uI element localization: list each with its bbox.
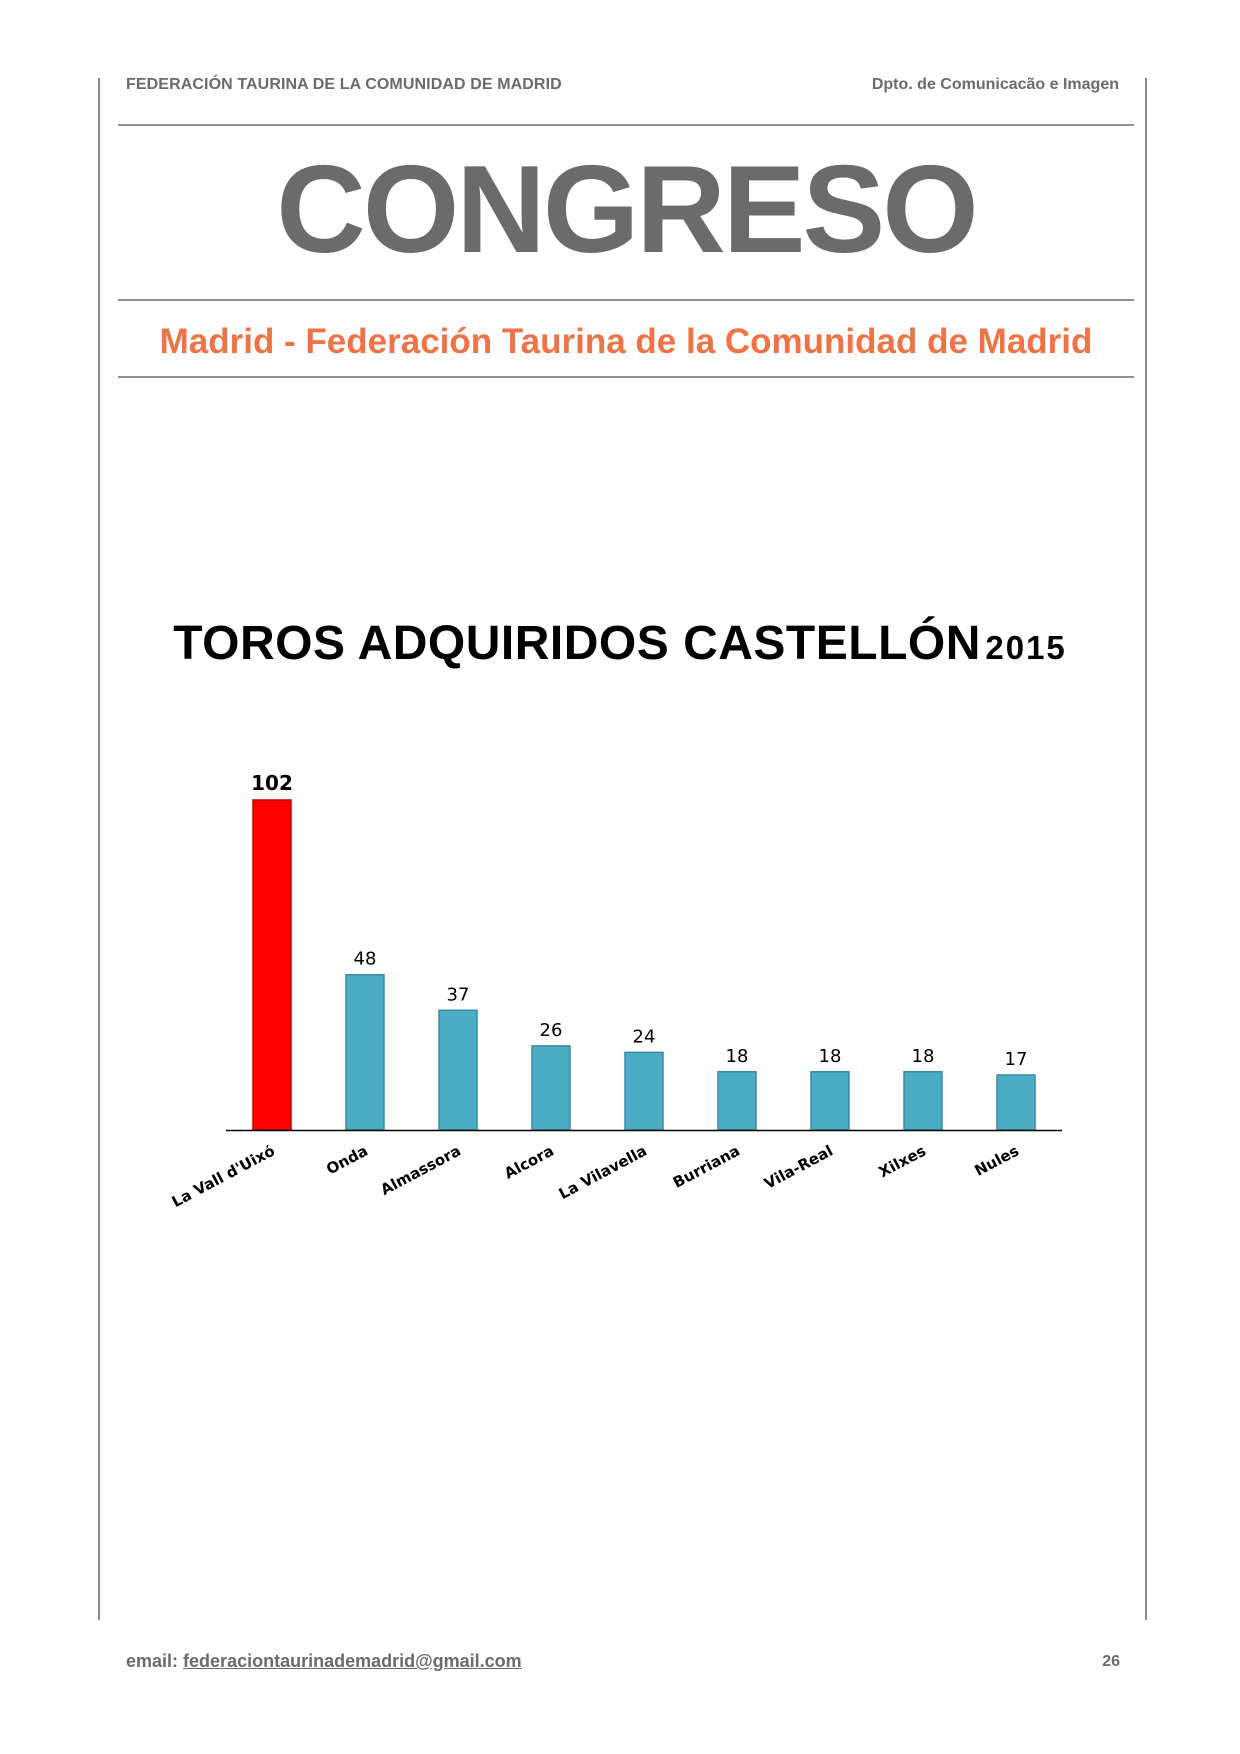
chart-title-year: 2015: [985, 629, 1067, 666]
bar-3: [438, 1009, 478, 1131]
page-title: CONGRESO: [276, 141, 978, 279]
email-link[interactable]: federaciontaurinademadrid@gmail.com: [183, 1651, 522, 1671]
bar-4: [531, 1045, 571, 1131]
bar-9: [996, 1074, 1036, 1131]
header-organization: FEDERACIÓN TAURINA DE LA COMUNIDAD DE MA…: [126, 76, 562, 93]
chart-title-main: TOROS ADQUIRIDOS CASTELLÓN: [173, 617, 981, 670]
divider-middle: [118, 299, 1134, 301]
category-label-5: La Vilavella: [556, 1142, 650, 1203]
page-number: 26: [1102, 1653, 1120, 1670]
footer-contact: email: federaciontaurinademadrid@gmail.c…: [126, 1651, 522, 1672]
value-label-6: 18: [726, 1046, 749, 1067]
value-label-1: 102: [251, 771, 293, 795]
bar-2: [345, 973, 385, 1131]
value-label-2: 48: [354, 949, 377, 970]
value-label-9: 17: [1005, 1049, 1028, 1070]
left-margin-rule: [98, 78, 100, 1620]
category-label-4: Alcora: [501, 1142, 557, 1183]
value-label-7: 18: [819, 1046, 842, 1067]
bar-7: [810, 1071, 850, 1131]
value-label-8: 18: [912, 1046, 935, 1067]
header-department: Dpto. de Comunicacão e Imagen: [871, 76, 1119, 93]
bar-5: [624, 1051, 664, 1131]
chart-title: TOROS ADQUIRIDOS CASTELLÓN 2015: [0, 616, 1240, 671]
right-margin-rule: [1145, 78, 1147, 1620]
email-label: email:: [126, 1651, 179, 1671]
category-label-1: La Vall d'Uixó: [169, 1142, 278, 1211]
divider-bottom: [118, 376, 1134, 378]
category-label-3: Almassora: [378, 1142, 464, 1199]
value-label-4: 26: [540, 1020, 563, 1041]
bar-8: [903, 1071, 943, 1131]
category-label-6: Burriana: [670, 1142, 743, 1192]
value-label-3: 37: [447, 984, 470, 1005]
divider-top: [118, 124, 1134, 126]
value-label-5: 24: [633, 1026, 656, 1047]
bar-1: [252, 799, 292, 1131]
page-subtitle: Madrid - Federación Taurina de la Comuni…: [159, 322, 1093, 361]
category-label-9: Nules: [972, 1142, 1022, 1180]
bars-layer: [252, 799, 1036, 1131]
category-label-8: Xilxes: [876, 1142, 929, 1182]
value-labels-layer: 102 48 37 26 24 18 18 18 17: [251, 771, 1027, 1070]
category-label-2: Onda: [323, 1142, 371, 1179]
category-label-7: Vila-Real: [761, 1142, 836, 1193]
bar-6: [717, 1071, 757, 1131]
